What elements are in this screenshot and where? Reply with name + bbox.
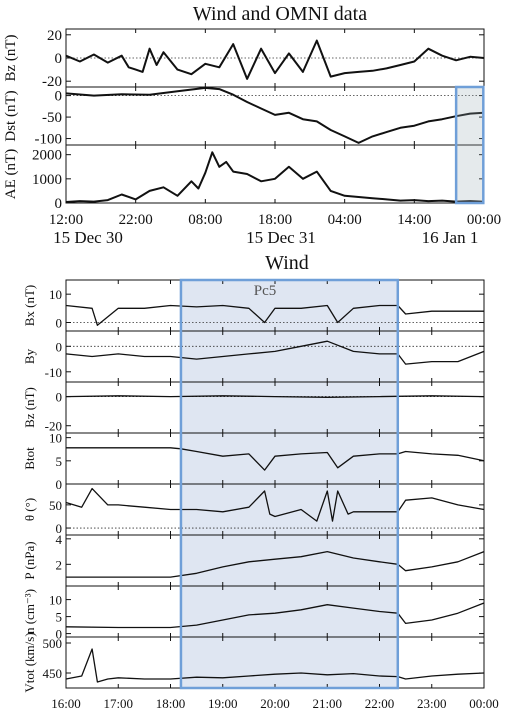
x-tick-label: 04:00 xyxy=(328,212,362,228)
x-tick-label: 21:00 xyxy=(312,696,342,711)
x-tick-label: 16:00 xyxy=(51,696,81,711)
panel-frame xyxy=(65,144,485,204)
panel-2: 0 -50 -100 Dst (nT) xyxy=(3,86,485,148)
x-tick-label: 17:00 xyxy=(103,696,133,711)
y-axis-label: Bz (nT) xyxy=(22,387,37,428)
panel-1: 20 0 -20 Bz (nT) xyxy=(3,28,485,90)
x-tick-label: 23:00 xyxy=(417,696,447,711)
y-tick-label: 0 xyxy=(55,89,63,105)
y-axis-label: Btot xyxy=(22,447,37,470)
y-tick-label: 1000 xyxy=(32,172,62,188)
y-tick-label: 5 xyxy=(56,610,63,625)
series-line xyxy=(65,395,485,398)
x-tick-label: 14:00 xyxy=(397,212,431,228)
date-label-1: 15 Dec 30 xyxy=(53,228,123,247)
y-tick-label: 5 xyxy=(56,454,63,469)
y-tick-label: 0 xyxy=(55,51,63,67)
shade-label: Pc5 xyxy=(254,283,277,299)
x-tick-label: 22:00 xyxy=(365,696,395,711)
x-tick-label: 08:00 xyxy=(188,212,222,228)
x-tick-label: 20:00 xyxy=(260,696,290,711)
y-tick-label: 10 xyxy=(49,287,62,302)
y-tick-label: 4 xyxy=(56,532,63,547)
series-line xyxy=(66,550,485,578)
panel-8: 500 450 Vtot (km/s) xyxy=(22,632,485,693)
date-label-3: 16 Jan 1 xyxy=(422,228,479,247)
panel-frame xyxy=(65,86,485,146)
date-label-2: 15 Dec 31 xyxy=(246,228,316,247)
y-tick-label: 0 xyxy=(56,521,63,536)
y-tick-label: 2000 xyxy=(32,148,62,164)
y-axis-label: Vtot (km/s) xyxy=(22,632,37,692)
series-line xyxy=(65,602,485,629)
y-tick-label: 0 xyxy=(55,196,63,212)
highlight-window xyxy=(454,85,485,205)
y-tick-label: 0 xyxy=(56,390,63,405)
y-axis-label: Dst (nT) xyxy=(3,90,19,141)
y-tick-label: 10 xyxy=(49,431,62,446)
y-tick-label: -100 xyxy=(35,132,63,148)
y-tick-label: 450 xyxy=(43,666,63,681)
panel-frame xyxy=(65,28,485,88)
x-tick-label: 18:00 xyxy=(156,696,186,711)
y-tick-label: 20 xyxy=(47,28,62,44)
y-tick-label: -50 xyxy=(42,110,62,126)
panel-2: 0 -10 By xyxy=(22,330,485,383)
series-line xyxy=(65,39,485,80)
y-tick-label: -20 xyxy=(45,419,62,434)
series-line xyxy=(65,304,484,326)
series-line xyxy=(65,151,485,203)
bottom-title: Wind xyxy=(265,252,309,274)
x-tick-label: 00:00 xyxy=(469,696,499,711)
y-tick-label: 50 xyxy=(49,498,62,513)
x-tick-label: 18:00 xyxy=(258,212,292,228)
y-axis-label: n (cm⁻³) xyxy=(22,589,37,634)
y-tick-label: 0 xyxy=(56,316,63,331)
x-tick-label: 22:00 xyxy=(119,212,153,228)
y-axis-label: P (nPa) xyxy=(22,541,37,579)
y-tick-label: 0 xyxy=(56,627,63,642)
x-tick-label: 12:00 xyxy=(49,212,83,228)
panel-7: 10 5 0 n (cm⁻³) xyxy=(22,585,485,642)
y-axis-label: By xyxy=(22,348,37,364)
x-tick-label: 19:00 xyxy=(208,696,238,711)
y-axis-label: Bx (nT) xyxy=(22,285,37,327)
series-line xyxy=(65,487,485,522)
panel-3: 0 -20 Bz (nT) xyxy=(22,381,485,434)
y-tick-label: 0 xyxy=(56,339,63,354)
top-title: Wind and OMNI data xyxy=(193,3,367,25)
panel-3: 2000 1000 0 AE (nT) xyxy=(3,144,485,212)
x-tick-label: 00:00 xyxy=(467,212,501,228)
y-tick-label: 10 xyxy=(49,593,62,608)
y-axis-label: Bz (nT) xyxy=(3,34,19,81)
series-line xyxy=(65,648,485,683)
series-line xyxy=(65,86,485,144)
y-tick-label: -20 xyxy=(42,74,62,90)
y-axis-label: θ (°) xyxy=(22,498,37,521)
series-line xyxy=(65,340,485,365)
y-axis-label: AE (nT) xyxy=(3,149,19,199)
y-tick-label: 0 xyxy=(56,477,63,492)
pc5-interval-border xyxy=(179,278,400,690)
y-tick-label: 2 xyxy=(56,557,63,572)
y-tick-label: -10 xyxy=(45,365,62,380)
y-tick-label: 500 xyxy=(43,636,63,651)
